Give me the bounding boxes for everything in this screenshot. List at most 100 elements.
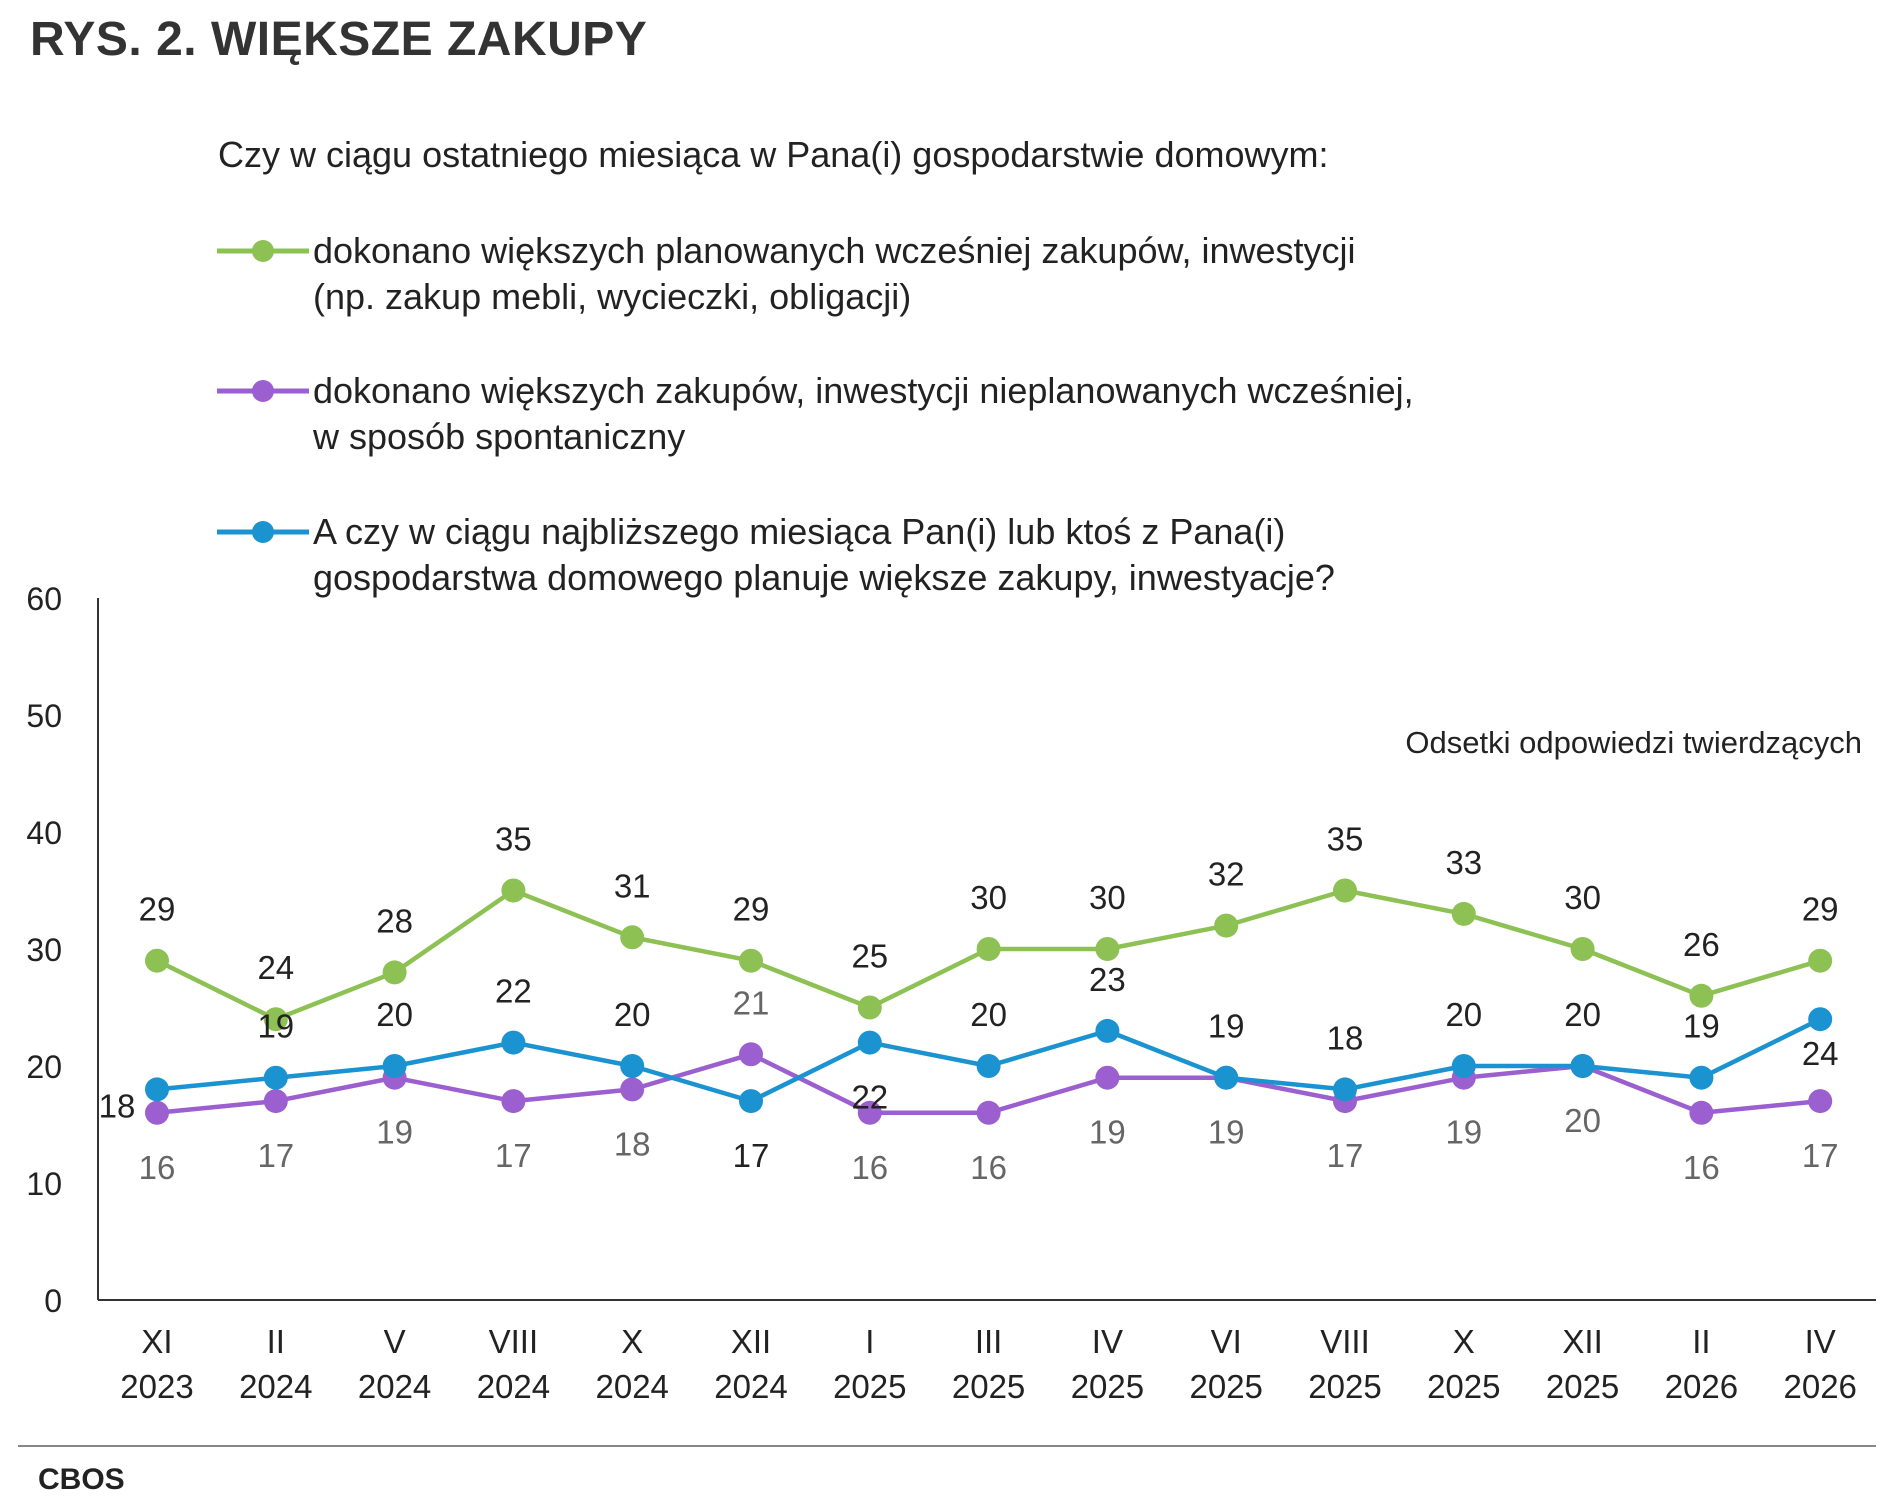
data-label-planned: 26 xyxy=(1683,926,1720,963)
series-point-plans xyxy=(1808,1007,1833,1032)
series-point-planned xyxy=(1570,937,1595,961)
y-tick-label: 30 xyxy=(26,932,62,968)
data-label-unplanned: 19 xyxy=(1208,1114,1245,1151)
data-label-planned: 32 xyxy=(1208,856,1245,893)
page-title: RYS. 2. WIĘKSZE ZAKUPY xyxy=(30,13,648,66)
data-label-planned: 30 xyxy=(970,879,1007,916)
data-label-plans: 18 xyxy=(99,1087,136,1124)
footer-divider xyxy=(18,1445,1876,1447)
data-label-plans: 24 xyxy=(1802,1035,1839,1072)
series-point-planned xyxy=(1689,983,1714,1008)
y-tick-label: 0 xyxy=(44,1283,62,1319)
series-point-unplanned xyxy=(263,1089,288,1114)
line-chart: 0102030405060XI2023II2024V2024VIII2024X2… xyxy=(26,581,1876,1405)
data-label-plans: 19 xyxy=(257,1008,294,1045)
series-point-unplanned xyxy=(857,1100,882,1125)
x-tick-label: XII xyxy=(1562,1323,1602,1360)
legend-text: dokonano większych planowanych wcześniej… xyxy=(313,228,1356,320)
legend-line2: w sposób spontaniczny xyxy=(313,416,686,457)
data-label-planned: 29 xyxy=(1802,891,1839,928)
x-tick-label: 2025 xyxy=(1308,1368,1381,1405)
data-label-unplanned: 16 xyxy=(139,1149,176,1186)
data-label-plans: 18 xyxy=(1327,1019,1364,1056)
data-label-plans: 23 xyxy=(1089,961,1126,998)
series-point-planned xyxy=(857,995,882,1020)
data-label-unplanned: 16 xyxy=(1683,1149,1720,1186)
x-tick-label: 2024 xyxy=(239,1368,312,1405)
data-label-unplanned: 19 xyxy=(1445,1114,1482,1151)
x-tick-label: III xyxy=(975,1323,1003,1360)
series-point-planned xyxy=(1214,913,1239,938)
series-point-planned xyxy=(263,1007,288,1032)
data-label-plans: 20 xyxy=(1564,996,1601,1033)
series-point-planned xyxy=(1808,948,1833,973)
x-tick-label: I xyxy=(865,1323,874,1360)
x-tick-label: XI xyxy=(141,1323,172,1360)
x-tick-label: 2024 xyxy=(477,1368,550,1405)
series-point-plans xyxy=(263,1065,288,1090)
x-tick-label: VIII xyxy=(489,1323,539,1360)
data-label-planned: 25 xyxy=(851,938,888,975)
series-point-unplanned xyxy=(976,1100,1001,1125)
data-label-plans: 22 xyxy=(851,1079,888,1116)
data-label-unplanned: 17 xyxy=(257,1137,294,1174)
x-tick-label: IV xyxy=(1805,1323,1836,1360)
x-tick-label: 2026 xyxy=(1783,1368,1856,1405)
data-label-unplanned: 17 xyxy=(1802,1137,1839,1174)
data-label-plans: 17 xyxy=(733,1137,770,1174)
x-tick-label: 2025 xyxy=(952,1368,1025,1405)
x-tick-label: VIII xyxy=(1320,1323,1370,1360)
data-label-plans: 22 xyxy=(495,973,532,1010)
data-label-plans: 20 xyxy=(376,996,413,1033)
legend-line1: dokonano większych planowanych wcześniej… xyxy=(313,230,1356,271)
legend-line1: dokonano większych zakupów, inwestycji n… xyxy=(313,370,1414,411)
series-point-plans xyxy=(145,1077,169,1102)
y-tick-label: 20 xyxy=(26,1049,62,1085)
series-point-plans xyxy=(1095,1018,1120,1043)
legend-text: dokonano większych zakupów, inwestycji n… xyxy=(313,368,1414,460)
x-tick-label: XII xyxy=(731,1323,771,1360)
y-tick-label: 50 xyxy=(26,698,62,734)
data-label-planned: 30 xyxy=(1089,879,1126,916)
series-point-plans xyxy=(976,1054,1001,1078)
series-point-planned xyxy=(620,925,645,950)
series-point-plans xyxy=(382,1054,407,1078)
data-label-unplanned: 19 xyxy=(1089,1114,1126,1151)
x-tick-label: 2025 xyxy=(1189,1368,1262,1405)
legend-text: A czy w ciągu najbliższego miesiąca Pan(… xyxy=(313,509,1335,601)
x-tick-label: VI xyxy=(1211,1323,1242,1360)
x-tick-label: 2024 xyxy=(714,1368,787,1405)
series-point-plans xyxy=(857,1030,882,1055)
data-label-planned: 29 xyxy=(733,891,770,928)
series-point-planned xyxy=(976,937,1001,961)
series-point-unplanned xyxy=(145,1100,169,1125)
x-tick-label: 2024 xyxy=(358,1368,431,1405)
legend-blue-line-icon xyxy=(217,521,309,543)
data-label-planned: 35 xyxy=(495,821,532,858)
legend-line1: A czy w ciągu najbliższego miesiąca Pan(… xyxy=(313,511,1286,552)
data-label-planned: 35 xyxy=(1327,821,1364,858)
data-label-planned: 28 xyxy=(376,902,413,939)
series-point-plans xyxy=(739,1089,763,1114)
series-point-planned xyxy=(382,960,407,985)
series-point-planned xyxy=(1333,878,1357,903)
series-point-unplanned xyxy=(1095,1065,1120,1090)
x-tick-label: 2026 xyxy=(1665,1368,1738,1405)
y-tick-label: 40 xyxy=(26,815,62,851)
x-tick-label: 2025 xyxy=(1071,1368,1144,1405)
series-point-plans xyxy=(1570,1054,1595,1078)
data-label-planned: 30 xyxy=(1564,879,1601,916)
series-point-plans xyxy=(1214,1065,1239,1090)
series-point-unplanned xyxy=(1808,1089,1833,1114)
legend-purple-line-icon xyxy=(217,380,309,402)
data-label-unplanned: 19 xyxy=(376,1114,413,1151)
series-point-plans xyxy=(1451,1054,1476,1078)
data-label-unplanned: 16 xyxy=(970,1149,1007,1186)
x-tick-label: 2024 xyxy=(595,1368,668,1405)
x-tick-label: IV xyxy=(1092,1323,1123,1360)
x-tick-label: X xyxy=(621,1323,643,1360)
data-label-plans: 19 xyxy=(1208,1008,1245,1045)
data-label-unplanned: 21 xyxy=(733,984,770,1021)
x-tick-label: V xyxy=(384,1323,406,1360)
x-tick-label: II xyxy=(1692,1323,1710,1360)
